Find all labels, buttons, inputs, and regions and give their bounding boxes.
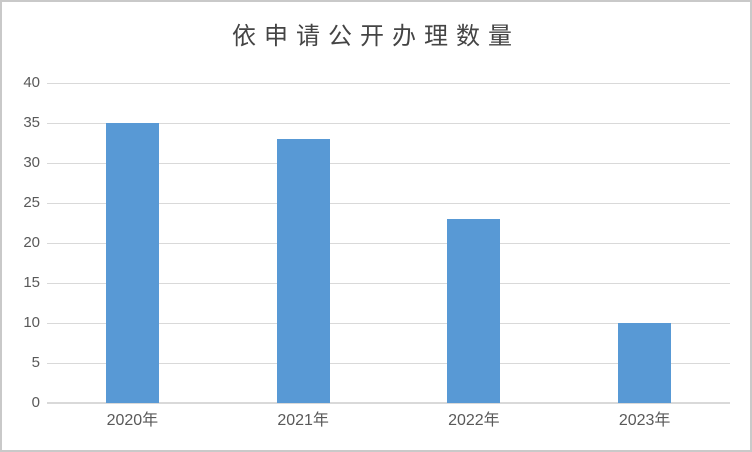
y-tick-label-20: 20	[23, 234, 40, 251]
x-tick-label-2022年: 2022年	[448, 412, 500, 429]
y-tick-label-35: 35	[23, 114, 40, 131]
y-tick-label-25: 25	[23, 194, 40, 211]
x-axis-line	[47, 402, 730, 404]
x-tick-label-2021年: 2021年	[277, 412, 329, 429]
chart-title: 依申请公开办理数量	[232, 23, 520, 50]
gridline	[47, 203, 730, 204]
y-tick-label-0: 0	[31, 394, 40, 411]
gridline	[47, 363, 730, 364]
gridline	[47, 83, 730, 84]
x-tick-label-2020年: 2020年	[106, 412, 159, 429]
bar-2020年	[105, 123, 159, 403]
bar-2023年	[618, 323, 672, 403]
bar-2022年	[447, 219, 501, 403]
y-tick-label-15: 15	[23, 274, 40, 291]
y-tick-label-5: 5	[31, 354, 40, 371]
gridline	[47, 123, 730, 124]
gridline	[47, 163, 730, 164]
y-tick-label-30: 30	[23, 154, 40, 171]
y-tick-label-10: 10	[23, 314, 40, 331]
x-tick-label-2023年: 2023年	[618, 412, 671, 429]
y-tick-label-40: 40	[23, 74, 40, 91]
gridline	[47, 323, 730, 324]
gridline	[47, 283, 730, 284]
bar-2021年	[276, 139, 330, 403]
gridline	[47, 243, 730, 244]
